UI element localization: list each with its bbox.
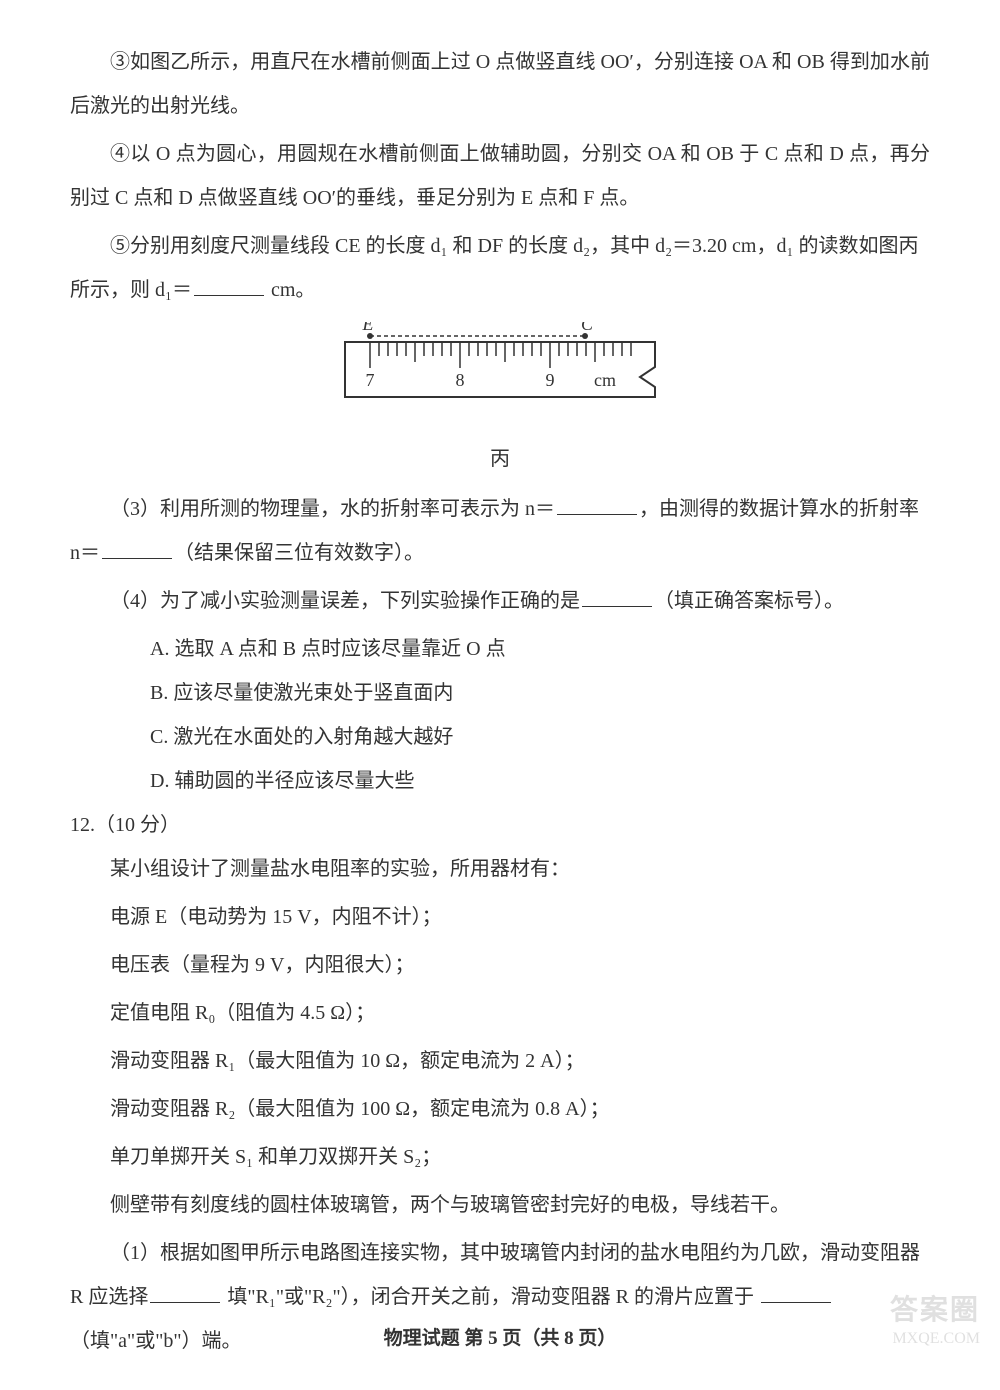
blank-n-val — [102, 537, 172, 559]
blank-n-expr — [557, 493, 637, 515]
text-q3c: （结果保留三位有效数字）。 — [174, 542, 424, 564]
blank-ab-end — [761, 1281, 831, 1303]
text-step-5b: cm。 — [266, 279, 315, 301]
ruler-num-9: 9 — [546, 370, 555, 390]
label-C: C — [581, 322, 594, 334]
watermark: 答案圈 MXQE.COM — [890, 1293, 980, 1350]
text-step-3: ③如图乙所示，用直尺在水槽前侧面上过 O 点做竖直线 OO′，分别连接 OA 和… — [70, 51, 930, 117]
question-12-number: 12.（10 分） — [70, 803, 930, 847]
ruler-unit-cm: cm — [594, 370, 616, 390]
equipment-6: 单刀单掷开关 S₁ 和单刀双掷开关 S₂； — [70, 1135, 930, 1179]
option-A: A. 选取 A 点和 B 点时应该尽量靠近 O 点 — [150, 627, 930, 671]
watermark-main: 答案圈 — [890, 1293, 980, 1329]
ruler-ticks — [370, 342, 631, 368]
ruler-num-8: 8 — [456, 370, 465, 390]
ruler-figure: E C — [70, 322, 930, 433]
question-4: （4）为了减小实验测量误差，下列实验操作正确的是 （填正确答案标号）。 — [70, 579, 930, 623]
question-12-intro: 某小组设计了测量盐水电阻率的实验，所用器材有： — [70, 847, 930, 891]
equipment-7: 侧壁带有刻度线的圆柱体玻璃管，两个与玻璃管密封完好的电极，导线若干。 — [70, 1183, 930, 1227]
ruler-svg: E C — [335, 322, 665, 417]
paragraph-step-3: ③如图乙所示，用直尺在水槽前侧面上过 O 点做竖直线 OO′，分别连接 OA 和… — [70, 40, 930, 128]
blank-d1 — [194, 274, 264, 296]
watermark-sub: MXQE.COM — [890, 1329, 980, 1350]
page-footer: 物理试题 第 5 页（共 8 页） — [70, 1318, 930, 1360]
ruler-num-7: 7 — [366, 370, 375, 390]
label-E: E — [362, 322, 374, 334]
equipment-2: 电压表（量程为 9 V，内阻很大）； — [70, 943, 930, 987]
equipment-3: 定值电阻 R₀（阻值为 4.5 Ω）； — [70, 991, 930, 1035]
options-list: A. 选取 A 点和 B 点时应该尽量靠近 O 点 B. 应该尽量使激光束处于竖… — [70, 627, 930, 803]
question-3: （3）利用所测的物理量，水的折射率可表示为 n＝，由测得的数据计算水的折射率 n… — [70, 487, 930, 575]
blank-R-choice — [150, 1281, 220, 1303]
paragraph-step-4: ④以 O 点为圆心，用圆规在水槽前侧面上做辅助圆，分别交 OA 和 OB 于 C… — [70, 132, 930, 220]
text-step-4: ④以 O 点为圆心，用圆规在水槽前侧面上做辅助圆，分别交 OA 和 OB 于 C… — [70, 143, 930, 209]
ruler-caption: 丙 — [70, 437, 930, 481]
text-q3a: （3）利用所测的物理量，水的折射率可表示为 n＝ — [110, 498, 555, 520]
option-D: D. 辅助圆的半径应该尽量大些 — [150, 759, 930, 803]
equipment-1: 电源 E（电动势为 15 V，内阻不计）； — [70, 895, 930, 939]
equipment-5: 滑动变阻器 R₂（最大阻值为 100 Ω，额定电流为 0.8 A）； — [70, 1087, 930, 1131]
text-q4b: （填正确答案标号）。 — [654, 590, 844, 612]
text-q12-1b: 填"R₁"或"R₂"），闭合开关之前，滑动变阻器 R 的滑片应置于 — [222, 1286, 754, 1308]
blank-q4 — [582, 585, 652, 607]
option-B: B. 应该尽量使激光束处于竖直面内 — [150, 671, 930, 715]
text-q4a: （4）为了减小实验测量误差，下列实验操作正确的是 — [110, 590, 580, 612]
paragraph-step-5: ⑤分别用刻度尺测量线段 CE 的长度 d₁ 和 DF 的长度 d₂，其中 d₂＝… — [70, 224, 930, 312]
equipment-4: 滑动变阻器 R₁（最大阻值为 10 Ω，额定电流为 2 A）； — [70, 1039, 930, 1083]
option-C: C. 激光在水面处的入射角越大越好 — [150, 715, 930, 759]
